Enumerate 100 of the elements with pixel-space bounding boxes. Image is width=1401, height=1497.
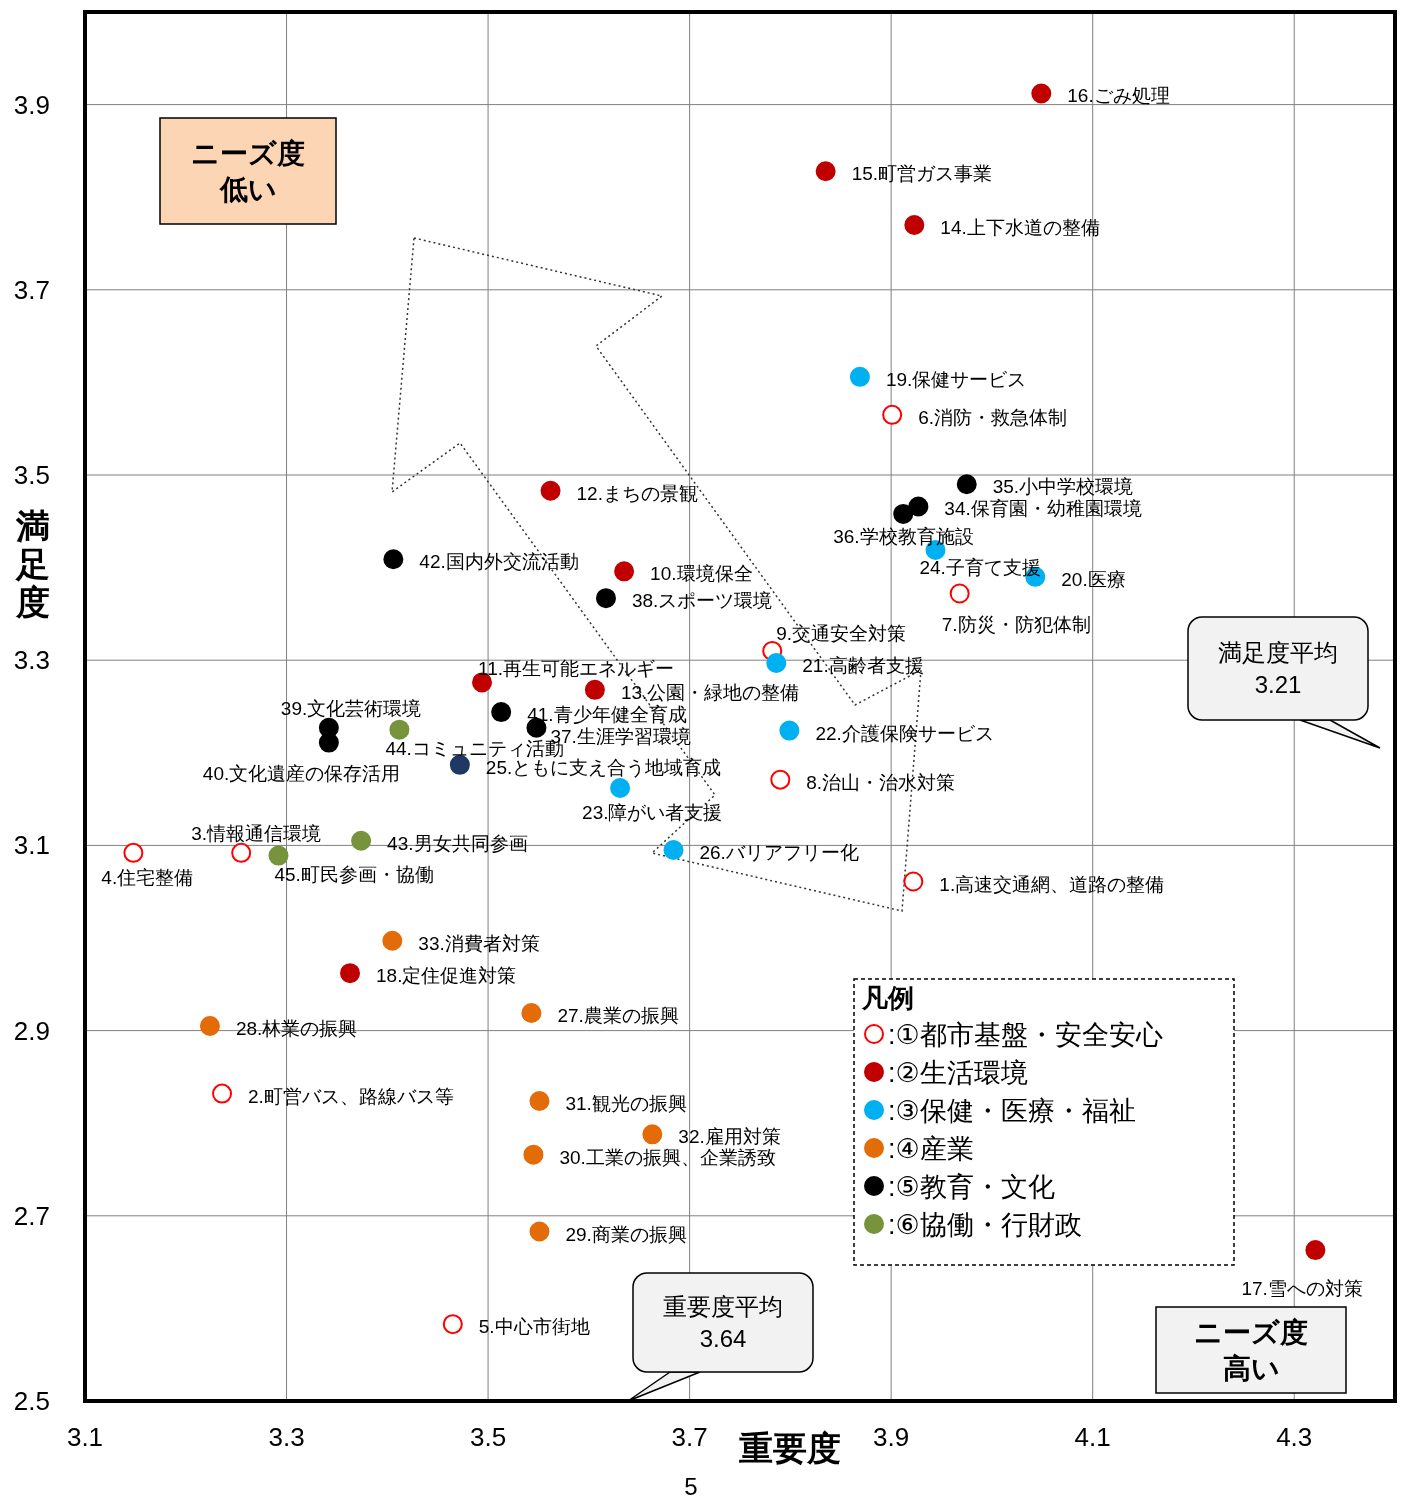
- annotation: 17.雪への対策: [1241, 1278, 1363, 1300]
- x-tick-label: 4.1: [1074, 1422, 1111, 1452]
- annotation: 27.農業の振興: [557, 1005, 679, 1027]
- y-tick-label: 3.5: [13, 460, 50, 490]
- y-tick-label: 3.3: [13, 645, 50, 676]
- x-tick-label: 4.3: [1276, 1422, 1313, 1452]
- point: [893, 503, 914, 524]
- annotation: 9.交通安全対策: [776, 622, 907, 644]
- annotation: 32.雇用対策: [678, 1126, 781, 1148]
- annotation: 45.町民参画・協働: [274, 863, 434, 885]
- point: [123, 842, 144, 863]
- point: [449, 754, 470, 775]
- point: [491, 702, 512, 723]
- annotation: 21.高齢者支援: [802, 654, 924, 676]
- point: [382, 930, 403, 951]
- x-tick-label: 3.7: [671, 1422, 708, 1452]
- legend-label: :⑤教育・文化: [888, 1172, 1055, 1202]
- point: [614, 561, 635, 582]
- annotation: 40.文化遺産の保存活用: [202, 762, 401, 784]
- annotation: 20.医療: [1061, 568, 1126, 590]
- x-tick-label: 3.3: [268, 1422, 305, 1452]
- annotation: 5.中心市街地: [478, 1316, 590, 1338]
- point: [770, 769, 791, 790]
- x-axis-title: 重要度: [739, 1429, 841, 1467]
- point: [268, 845, 289, 866]
- annotation: 23.障がい者支援: [582, 801, 723, 823]
- annotation: 26.バリアフリー化: [699, 842, 859, 864]
- picture-callout: 重要度平均 3.64: [627, 1272, 814, 1402]
- point: [595, 588, 616, 609]
- x-tick-label: 3.9: [873, 1422, 910, 1452]
- annotation: 28.林業の振興: [235, 1017, 358, 1039]
- picture-callout: 満足度平均 3.21: [1187, 616, 1381, 749]
- annotation: 4.住宅整備: [101, 866, 194, 888]
- point: [849, 366, 870, 387]
- point: [340, 963, 361, 984]
- point: [956, 474, 977, 495]
- point: [521, 1003, 542, 1024]
- annotation: 15.町営ガス事業: [851, 163, 993, 185]
- legend-label: :⑥協働・行財政: [888, 1210, 1082, 1240]
- annotation: 34.保育園・幼稚園環境: [944, 498, 1142, 520]
- annotation: 36.学校教育施設: [833, 525, 974, 547]
- point: [766, 652, 787, 673]
- point: [540, 480, 561, 501]
- point: [904, 214, 925, 235]
- point: [529, 1090, 550, 1111]
- annotation: 43.男女共同参画: [387, 832, 528, 854]
- point: [610, 777, 631, 798]
- y-tick-label: 2.9: [13, 1015, 50, 1046]
- annotation: 33.消費者対策: [418, 932, 540, 954]
- annotation: 14.上下水道の整備: [940, 216, 1100, 238]
- point: [383, 549, 404, 570]
- y-tick-label: 2.7: [13, 1200, 50, 1231]
- point: [882, 404, 903, 425]
- annotation: 2.町営バス、路線バス等: [248, 1085, 454, 1107]
- point: [815, 161, 836, 182]
- annotation: 19.保健サービス: [885, 368, 1027, 390]
- annotation: 22.介護保険サービス: [815, 722, 994, 744]
- point: [523, 1144, 544, 1165]
- legend-label: :①都市基盤・安全安心: [888, 1020, 1163, 1050]
- point: [1305, 1240, 1326, 1261]
- annotation: 6.消防・救急体制: [918, 406, 1068, 428]
- point: [642, 1124, 663, 1145]
- point: [318, 732, 339, 753]
- y-tick-label: 3.7: [13, 274, 50, 305]
- y-tick-label: 2.5: [13, 1386, 50, 1416]
- annotation: 3.情報通信環境: [191, 822, 322, 844]
- point: [529, 1221, 550, 1242]
- legend-title: 凡例: [861, 983, 914, 1013]
- x-tick-label: 3.5: [470, 1422, 507, 1452]
- annotation: 10.環境保全: [650, 563, 753, 585]
- point: [442, 1314, 463, 1335]
- annotation: 7.防災・防犯体制: [941, 613, 1091, 635]
- point: [663, 840, 684, 861]
- annotation: 1.高速交通網、道路の整備: [939, 873, 1165, 895]
- annotation: 18.定住促進対策: [376, 965, 517, 987]
- note-box: ニーズ度低い: [159, 117, 337, 225]
- note-box: ニーズ度高い: [1155, 1306, 1347, 1394]
- annotation: ニーズ度低い: [191, 137, 305, 205]
- x-tick-label: 3.1: [66, 1422, 104, 1452]
- point: [779, 720, 800, 741]
- annotation: 重要度平均 3.64: [663, 1293, 783, 1352]
- annotation: 42.国内外交流活動: [419, 551, 579, 573]
- y-tick-label: 3.9: [13, 89, 50, 120]
- annotation: 30.工業の振興、企業誘致: [559, 1146, 776, 1168]
- point: [231, 842, 252, 863]
- legend-label: :③保健・医療・福祉: [888, 1096, 1136, 1126]
- annotation: 35.小中学校環境: [992, 476, 1134, 498]
- annotation: 11.再生可能エネルギー: [478, 658, 675, 680]
- point: [903, 871, 924, 892]
- annotation: 29.商業の振興: [565, 1223, 687, 1245]
- annotation: ニーズ度高い: [1194, 1316, 1308, 1384]
- y-axis-title: 満足度: [15, 507, 50, 621]
- point: [389, 719, 410, 740]
- annotation: 12.まちの景観: [576, 482, 698, 504]
- y-tick-label: 3.1: [13, 830, 50, 861]
- point: [584, 679, 605, 700]
- text: 5: [684, 1473, 698, 1497]
- annotation: 満足度平均 3.21: [1218, 639, 1338, 698]
- annotation: 8.治山・治水対策: [806, 771, 956, 793]
- point: [199, 1015, 220, 1036]
